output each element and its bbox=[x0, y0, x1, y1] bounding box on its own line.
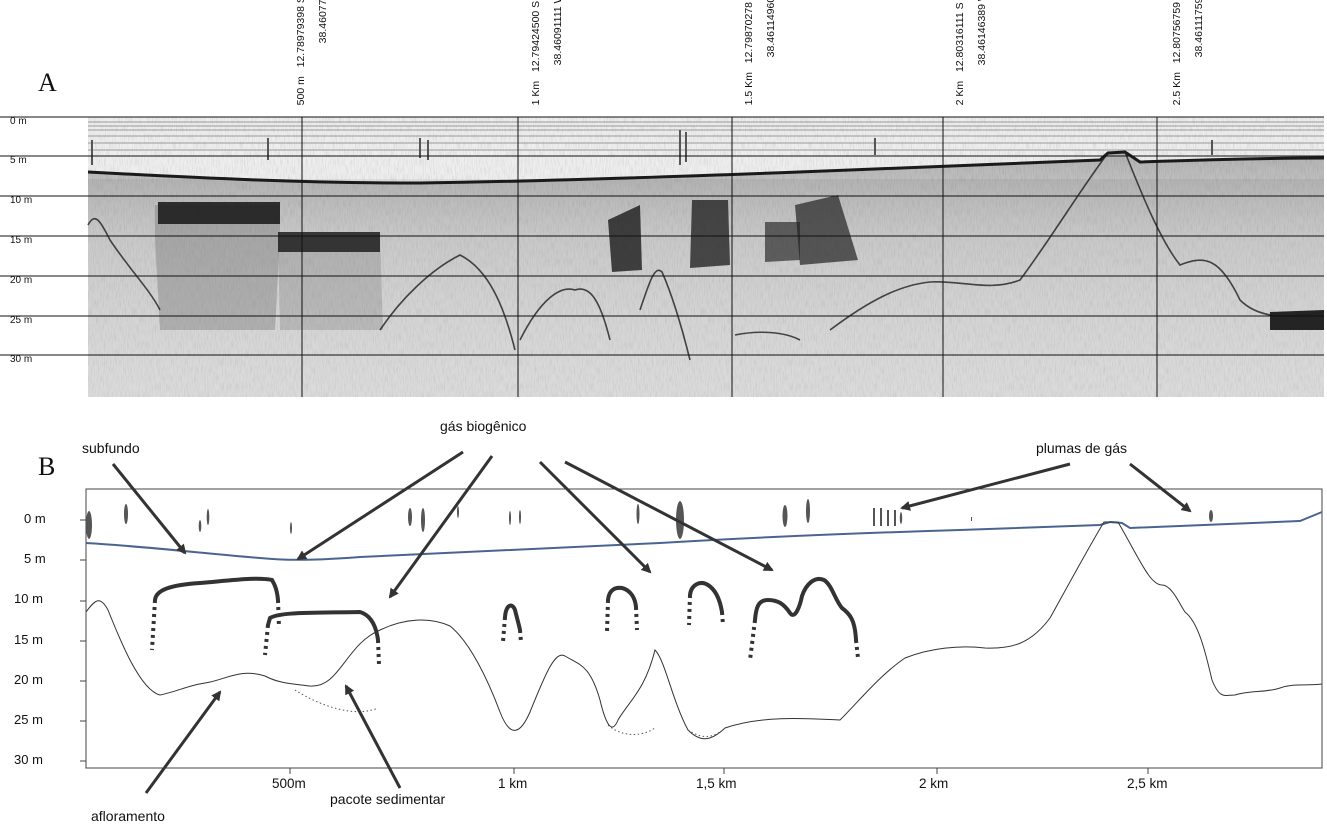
x-tick-label: 2,5 km bbox=[1127, 776, 1168, 791]
seafloor-line bbox=[85, 511, 1323, 561]
depth-label: 25 m bbox=[10, 315, 33, 326]
x-tick-label: 500m bbox=[272, 776, 306, 791]
depth-label: 5 m bbox=[10, 155, 27, 166]
arrow-pacote bbox=[344, 684, 402, 789]
panel-a-grid bbox=[0, 116, 1324, 397]
biogenic-gas-dashed bbox=[150, 594, 860, 666]
depth-label: 30 m bbox=[14, 752, 43, 767]
gas-plume-marks bbox=[86, 499, 1213, 539]
depth-label: 30 m bbox=[10, 354, 33, 365]
arrow-gas-b bbox=[388, 455, 494, 599]
arrow-plumas-a bbox=[900, 462, 1071, 511]
depth-label: 20 m bbox=[10, 275, 33, 286]
outcrop-reflectors bbox=[87, 151, 1325, 361]
label-pacote-sedimentar: pacote sedimentar bbox=[330, 791, 446, 807]
panel-a-letter: A bbox=[38, 68, 57, 97]
depth-label: 5 m bbox=[24, 551, 46, 566]
depth-label: 25 m bbox=[14, 712, 43, 727]
depth-label: 20 m bbox=[14, 672, 43, 687]
dotted-continuation bbox=[294, 689, 726, 737]
label-subfundo: subfundo bbox=[82, 440, 140, 456]
biogenic-gas-features bbox=[153, 576, 858, 642]
label-gas-biogenico: gás biogênico bbox=[440, 418, 527, 434]
arrow-plumas-b bbox=[1129, 462, 1192, 513]
panel-b-ticks bbox=[80, 519, 1149, 774]
depth-label: 15 m bbox=[10, 235, 33, 246]
depth-label: 15 m bbox=[14, 632, 43, 647]
arrow-gas-a bbox=[296, 450, 464, 561]
arrow-afloramento bbox=[144, 690, 222, 794]
panel-b-frame bbox=[85, 488, 1323, 769]
annotation-arrows bbox=[111, 450, 1192, 794]
depth-label: 0 m bbox=[24, 511, 46, 526]
label-afloramento: afloramento bbox=[91, 808, 165, 824]
arrow-gas-d bbox=[564, 460, 774, 572]
panel-b-letter: B bbox=[38, 452, 56, 481]
depth-label: 0 m bbox=[10, 116, 27, 127]
x-tick-label: 1,5 km bbox=[696, 776, 737, 791]
sediment-body bbox=[88, 152, 1324, 397]
x-tick-label: 2 km bbox=[919, 776, 949, 791]
arrow-gas-c bbox=[538, 460, 652, 574]
surface-reverberation bbox=[88, 121, 1324, 151]
x-tick-label: 1 km bbox=[498, 776, 528, 791]
arrow-subfundo bbox=[111, 463, 187, 555]
depth-label: 10 m bbox=[14, 591, 43, 606]
seafloor-reflector bbox=[87, 150, 1325, 185]
depth-label: 10 m bbox=[10, 195, 33, 206]
seismic-profile-image bbox=[0, 116, 1325, 397]
subbottom-reflector bbox=[85, 521, 1323, 740]
gas-plume-streaks bbox=[91, 130, 1213, 165]
label-plumas-de-gas: plumas de gás bbox=[1036, 440, 1128, 456]
